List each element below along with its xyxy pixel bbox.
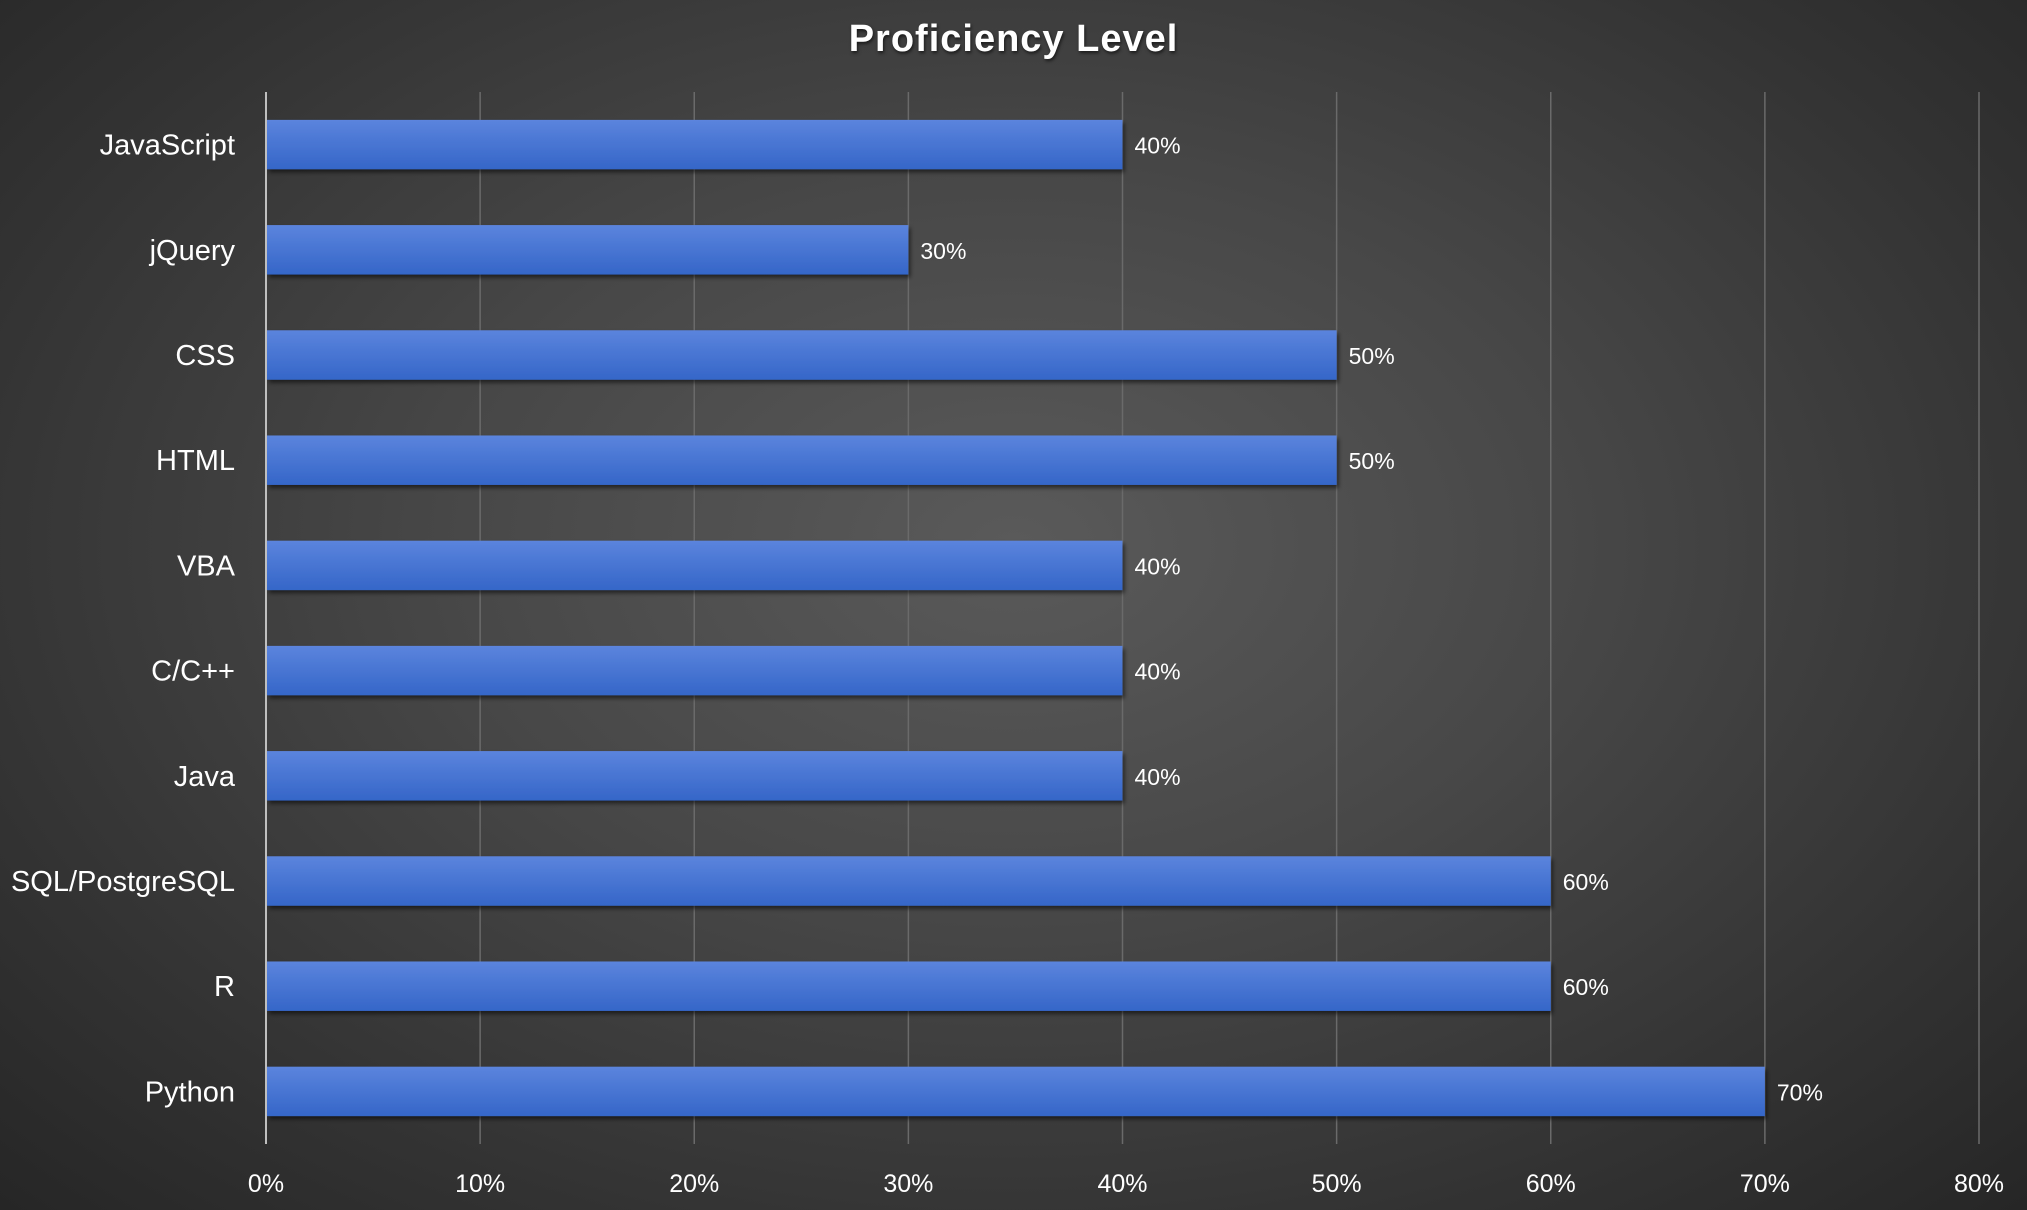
bar bbox=[267, 1066, 1765, 1117]
x-tick-label: 70% bbox=[1740, 1170, 1790, 1198]
x-tick-label: 10% bbox=[455, 1170, 505, 1198]
x-tick-label: 40% bbox=[1097, 1170, 1147, 1198]
data-label: 40% bbox=[1135, 553, 1181, 579]
category-label: C/C++ bbox=[151, 656, 235, 688]
bar bbox=[267, 751, 1123, 801]
category-label: CSS bbox=[175, 340, 235, 372]
x-tick-label: 30% bbox=[883, 1170, 933, 1198]
data-label: 60% bbox=[1563, 869, 1609, 895]
category-label: R bbox=[214, 971, 235, 1003]
bar bbox=[267, 435, 1337, 485]
x-tick-label: 80% bbox=[1954, 1170, 2004, 1198]
data-label: 40% bbox=[1135, 659, 1181, 685]
data-label: 50% bbox=[1349, 343, 1395, 369]
category-label: Java bbox=[174, 761, 236, 793]
chart-title: Proficiency Level bbox=[848, 18, 1179, 60]
bars bbox=[267, 119, 1765, 1117]
data-label: 50% bbox=[1349, 448, 1395, 474]
x-tick-label: 0% bbox=[248, 1170, 284, 1198]
bar bbox=[267, 540, 1123, 591]
bar bbox=[267, 225, 909, 275]
category-label: jQuery bbox=[149, 235, 236, 267]
category-label: VBA bbox=[177, 550, 236, 582]
data-label: 30% bbox=[920, 238, 966, 264]
data-label: 40% bbox=[1135, 133, 1181, 159]
x-tick-label: 20% bbox=[669, 1170, 719, 1198]
category-label: Python bbox=[145, 1076, 235, 1108]
data-label: 60% bbox=[1563, 974, 1609, 1000]
category-label: SQL/PostgreSQL bbox=[11, 866, 235, 898]
x-tick-label: 50% bbox=[1312, 1170, 1362, 1198]
bar bbox=[267, 645, 1123, 696]
bar bbox=[267, 856, 1551, 906]
category-label: JavaScript bbox=[100, 130, 235, 162]
bar bbox=[267, 961, 1551, 1011]
data-label: 70% bbox=[1777, 1079, 1823, 1105]
bar bbox=[267, 119, 1123, 170]
data-label: 40% bbox=[1135, 764, 1181, 790]
x-tick-label: 60% bbox=[1526, 1170, 1576, 1198]
category-label: HTML bbox=[156, 445, 235, 477]
labels: 0% 10% 20% 30% 40% 50% 60% 70% 80% JavaScript 40% j… bbox=[11, 130, 2004, 1198]
bar bbox=[267, 330, 1337, 380]
